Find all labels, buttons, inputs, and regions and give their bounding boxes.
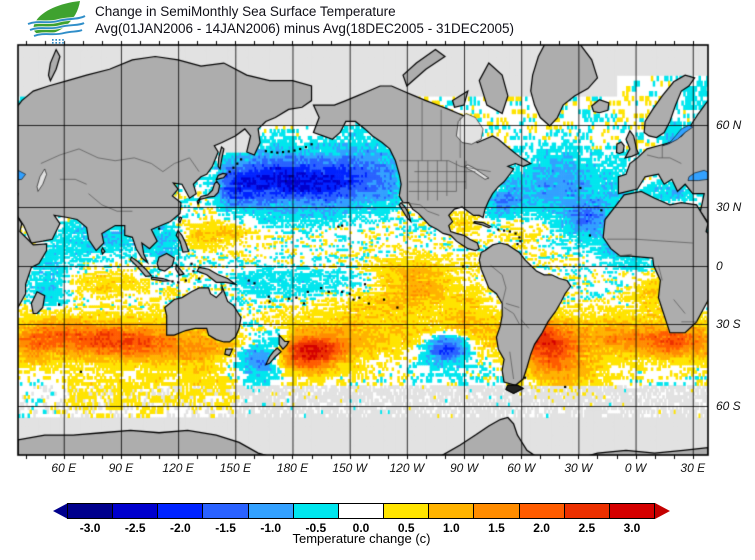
colorbar-value: 1.0: [442, 521, 460, 535]
colorbar-segment: 1.5: [473, 503, 520, 535]
colorbar-value: 0.5: [397, 521, 415, 535]
colorbar-value: -2.0: [170, 521, 191, 535]
colorbar-value: 2.0: [533, 521, 550, 535]
colorbar-caption: Temperature change (c): [292, 531, 431, 546]
colorbar-segment: 0.5: [383, 503, 430, 535]
lon-axis-label: 90 W: [450, 461, 479, 475]
lat-axis-label: 60 S: [716, 398, 741, 413]
colorbar-value: -1.0: [260, 521, 282, 535]
logo-caption-marks: [52, 39, 64, 44]
lon-axis-label: 150 W: [332, 461, 367, 475]
chart-subtitle: Avg(01JAN2006 - 14JAN2006) minus Avg(18D…: [95, 21, 514, 36]
lon-axis-label: 120 W: [389, 461, 425, 475]
colorbar: -3.0 -2.5 -2.0 -1.5 -1.0 -0.5 0.0 0.5 1.0 1.5 2.0 2…: [53, 503, 670, 535]
colorbar-left-arrow: [53, 503, 68, 519]
lat-axis-label: 30 S: [716, 317, 741, 331]
colorbar-segment: 2.5: [563, 503, 610, 535]
lon-axis-label: 90 E: [108, 461, 134, 475]
colorbar-segment: -1.0: [247, 503, 294, 535]
colorbar-segment: -0.5: [292, 503, 339, 535]
lon-axis-label: 150 E: [219, 461, 251, 475]
lon-axis-label: 60 W: [507, 461, 536, 475]
lon-axis-label: 30 W: [564, 461, 593, 475]
colorbar-value: 2.5: [578, 521, 596, 535]
lon-axis-label: 0 W: [624, 461, 647, 475]
colorbar-segment: 1.0: [428, 503, 475, 535]
colorbar-segment: 2.0: [518, 503, 565, 535]
colorbar-value: 0.0: [352, 521, 370, 535]
waves-icon: [27, 15, 86, 37]
colorbar-value: 3.0: [623, 521, 641, 535]
colorbar-value: -2.5: [124, 521, 146, 535]
agency-leaf-logo: [27, 1, 86, 44]
colorbar-value: 1.5: [488, 521, 505, 535]
lat-axis-label: 0: [716, 258, 723, 273]
lon-axis-label: 120 E: [162, 461, 194, 475]
lon-axis-label: 30 E: [680, 461, 706, 475]
lon-axis-label: 60 E: [51, 461, 77, 475]
colorbar-segment: -3.0: [67, 503, 114, 535]
colorbar-value: -3.0: [79, 521, 101, 535]
colorbar-right-arrow: [655, 503, 670, 519]
lat-axis-label: 30 N: [716, 199, 742, 214]
chart-title: Change in SemiMonthly Sea Surface Temper…: [95, 4, 396, 19]
colorbar-segment: -1.5: [202, 503, 249, 535]
colorbar-segment: 0.0: [337, 503, 385, 535]
lon-axis-label: 180 E: [276, 461, 309, 475]
colorbar-segment: -2.5: [112, 503, 159, 535]
colorbar-segment: 3.0: [608, 503, 656, 535]
colorbar-value: -0.5: [305, 521, 327, 535]
colorbar-segments: -3.0 -2.5 -2.0 -1.5 -1.0 -0.5 0.0 0.5 1.0 1.5 2.0 2…: [67, 503, 656, 535]
colorbar-segment: -2.0: [157, 503, 204, 535]
colorbar-value: -1.5: [215, 521, 236, 535]
lat-axis-label: 60 N: [716, 118, 742, 133]
